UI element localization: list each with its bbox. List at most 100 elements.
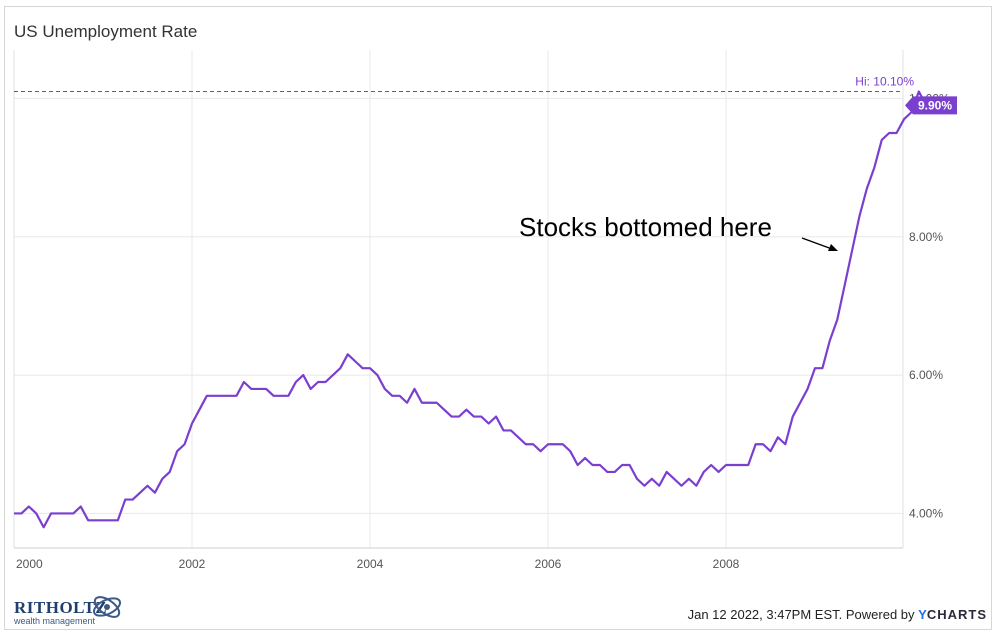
data-point	[50, 512, 52, 514]
data-point	[280, 395, 282, 397]
data-point	[628, 464, 630, 466]
brand-subtitle: wealth management	[14, 616, 96, 626]
data-point	[295, 381, 297, 383]
data-point	[866, 187, 868, 189]
data-point	[495, 415, 497, 417]
data-point	[740, 464, 742, 466]
data-point	[161, 478, 163, 480]
chart-title: US Unemployment Rate	[14, 22, 198, 41]
data-point	[584, 457, 586, 459]
data-point	[243, 381, 245, 383]
data-point	[154, 491, 156, 493]
data-point	[658, 485, 660, 487]
annotation-text: Stocks bottomed here	[519, 212, 772, 242]
data-point	[302, 374, 304, 376]
data-point	[436, 402, 438, 404]
data-point	[806, 388, 808, 390]
data-point	[339, 367, 341, 369]
data-point	[87, 519, 89, 521]
y-tick-label: 4.00%	[909, 506, 943, 520]
data-point	[732, 464, 734, 466]
data-point	[881, 139, 883, 141]
data-point	[517, 436, 519, 438]
data-point	[20, 512, 22, 514]
data-point	[843, 284, 845, 286]
data-point	[502, 429, 504, 431]
data-point	[525, 443, 527, 445]
data-point	[465, 408, 467, 410]
data-point	[369, 367, 371, 369]
data-point	[450, 415, 452, 417]
data-point	[717, 471, 719, 473]
data-point	[35, 512, 37, 514]
data-point	[361, 367, 363, 369]
data-point	[80, 505, 82, 507]
x-tick-label: 2008	[713, 557, 740, 571]
grid-lines	[13, 50, 904, 549]
data-point	[376, 374, 378, 376]
last-value-badge: 9.90%	[905, 96, 957, 115]
data-point	[421, 402, 423, 404]
x-tick-label: 2000	[16, 557, 43, 571]
data-point	[406, 402, 408, 404]
data-point	[651, 478, 653, 480]
data-point	[710, 464, 712, 466]
chart-frame	[4, 6, 992, 630]
data-point	[428, 402, 430, 404]
data-point	[539, 450, 541, 452]
footer-powered-by: Powered by	[845, 607, 915, 622]
data-point	[250, 388, 252, 390]
data-point	[747, 464, 749, 466]
data-point	[836, 319, 838, 321]
footer-timestamp: Jan 12 2022, 3:47PM EST.	[687, 607, 843, 622]
data-point	[124, 498, 126, 500]
footer-attribution: Jan 12 2022, 3:47PM EST. Powered by YCHA…	[688, 607, 987, 622]
y-tick-label: 6.00%	[909, 368, 943, 382]
data-point	[769, 450, 771, 452]
data-point	[547, 443, 549, 445]
data-point	[109, 519, 111, 521]
data-point	[903, 118, 905, 120]
data-point	[309, 388, 311, 390]
data-point	[554, 443, 556, 445]
data-point	[347, 353, 349, 355]
data-point	[139, 491, 141, 493]
data-point	[183, 443, 185, 445]
data-point	[754, 443, 756, 445]
x-tick-label: 2004	[357, 557, 384, 571]
data-point	[725, 464, 727, 466]
data-point	[391, 395, 393, 397]
data-point	[287, 395, 289, 397]
annotation-arrow	[801, 237, 838, 251]
data-point	[821, 367, 823, 369]
y-tick-label: 8.00%	[909, 230, 943, 244]
data-point	[576, 464, 578, 466]
data-point	[665, 471, 667, 473]
data-point	[324, 381, 326, 383]
data-point	[57, 512, 59, 514]
data-point	[599, 464, 601, 466]
unemployment-series-line	[14, 90, 928, 529]
ycharts-logo[interactable]: YCHARTS	[918, 607, 987, 622]
data-point	[762, 443, 764, 445]
data-point	[851, 249, 853, 251]
x-tick-label: 2002	[179, 557, 206, 571]
data-point	[191, 422, 193, 424]
data-point	[131, 498, 133, 500]
data-point	[65, 512, 67, 514]
data-point	[792, 415, 794, 417]
data-point	[784, 443, 786, 445]
data-point	[621, 464, 623, 466]
data-point	[265, 388, 267, 390]
data-point	[213, 395, 215, 397]
data-point	[569, 450, 571, 452]
data-point	[888, 132, 890, 134]
data-point	[480, 415, 482, 417]
data-point	[176, 450, 178, 452]
data-point	[680, 485, 682, 487]
data-point	[258, 388, 260, 390]
data-point	[695, 485, 697, 487]
data-point	[829, 339, 831, 341]
data-point	[272, 395, 274, 397]
